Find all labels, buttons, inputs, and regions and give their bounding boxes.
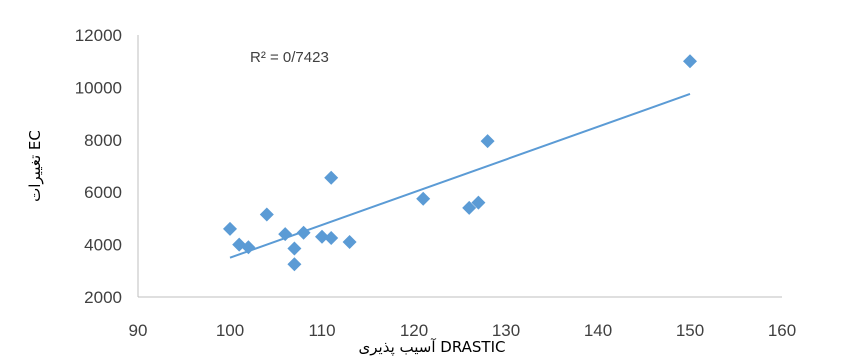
- data-point: [416, 191, 431, 206]
- y-tick-label: 6000: [84, 183, 122, 202]
- data-point: [462, 200, 477, 215]
- data-point: [278, 227, 293, 242]
- y-tick-label: 2000: [84, 288, 122, 307]
- data-point: [342, 234, 357, 249]
- x-tick-label: 160: [768, 321, 796, 340]
- y-tick-label: 10000: [75, 78, 122, 97]
- y-tick-label: 12000: [75, 26, 122, 45]
- x-tick-labels: 90 100 110 120 130 140 150 160: [129, 321, 797, 340]
- x-tick-label: 150: [676, 321, 704, 340]
- data-point: [223, 221, 237, 236]
- y-tick-label: 8000: [84, 131, 122, 150]
- data-point: [296, 225, 311, 240]
- data-points: [223, 54, 697, 272]
- x-tick-label: 90: [129, 321, 148, 340]
- data-point: [480, 134, 495, 149]
- y-axis-label: تغییرات EC: [26, 130, 44, 202]
- data-point: [683, 54, 697, 69]
- r-squared-annotation: R² = 0/7423: [250, 49, 329, 66]
- y-tick-label: 4000: [84, 236, 122, 255]
- data-point: [241, 240, 256, 255]
- x-tick-label: 140: [584, 321, 612, 340]
- data-point: [287, 241, 302, 256]
- x-tick-label: 100: [216, 321, 244, 340]
- x-tick-label: 110: [308, 321, 335, 340]
- data-point: [259, 207, 274, 222]
- data-point: [315, 229, 329, 244]
- y-tick-labels: 2000 4000 6000 8000 10000 12000: [75, 26, 122, 307]
- data-point: [471, 195, 486, 210]
- data-point: [324, 231, 339, 246]
- x-tick-label: 120: [400, 321, 428, 340]
- data-point: [287, 257, 302, 272]
- data-point: [324, 170, 339, 185]
- x-tick-label: 130: [492, 321, 520, 340]
- x-axis-label: آسیب پذیری DRASTIC: [359, 338, 506, 357]
